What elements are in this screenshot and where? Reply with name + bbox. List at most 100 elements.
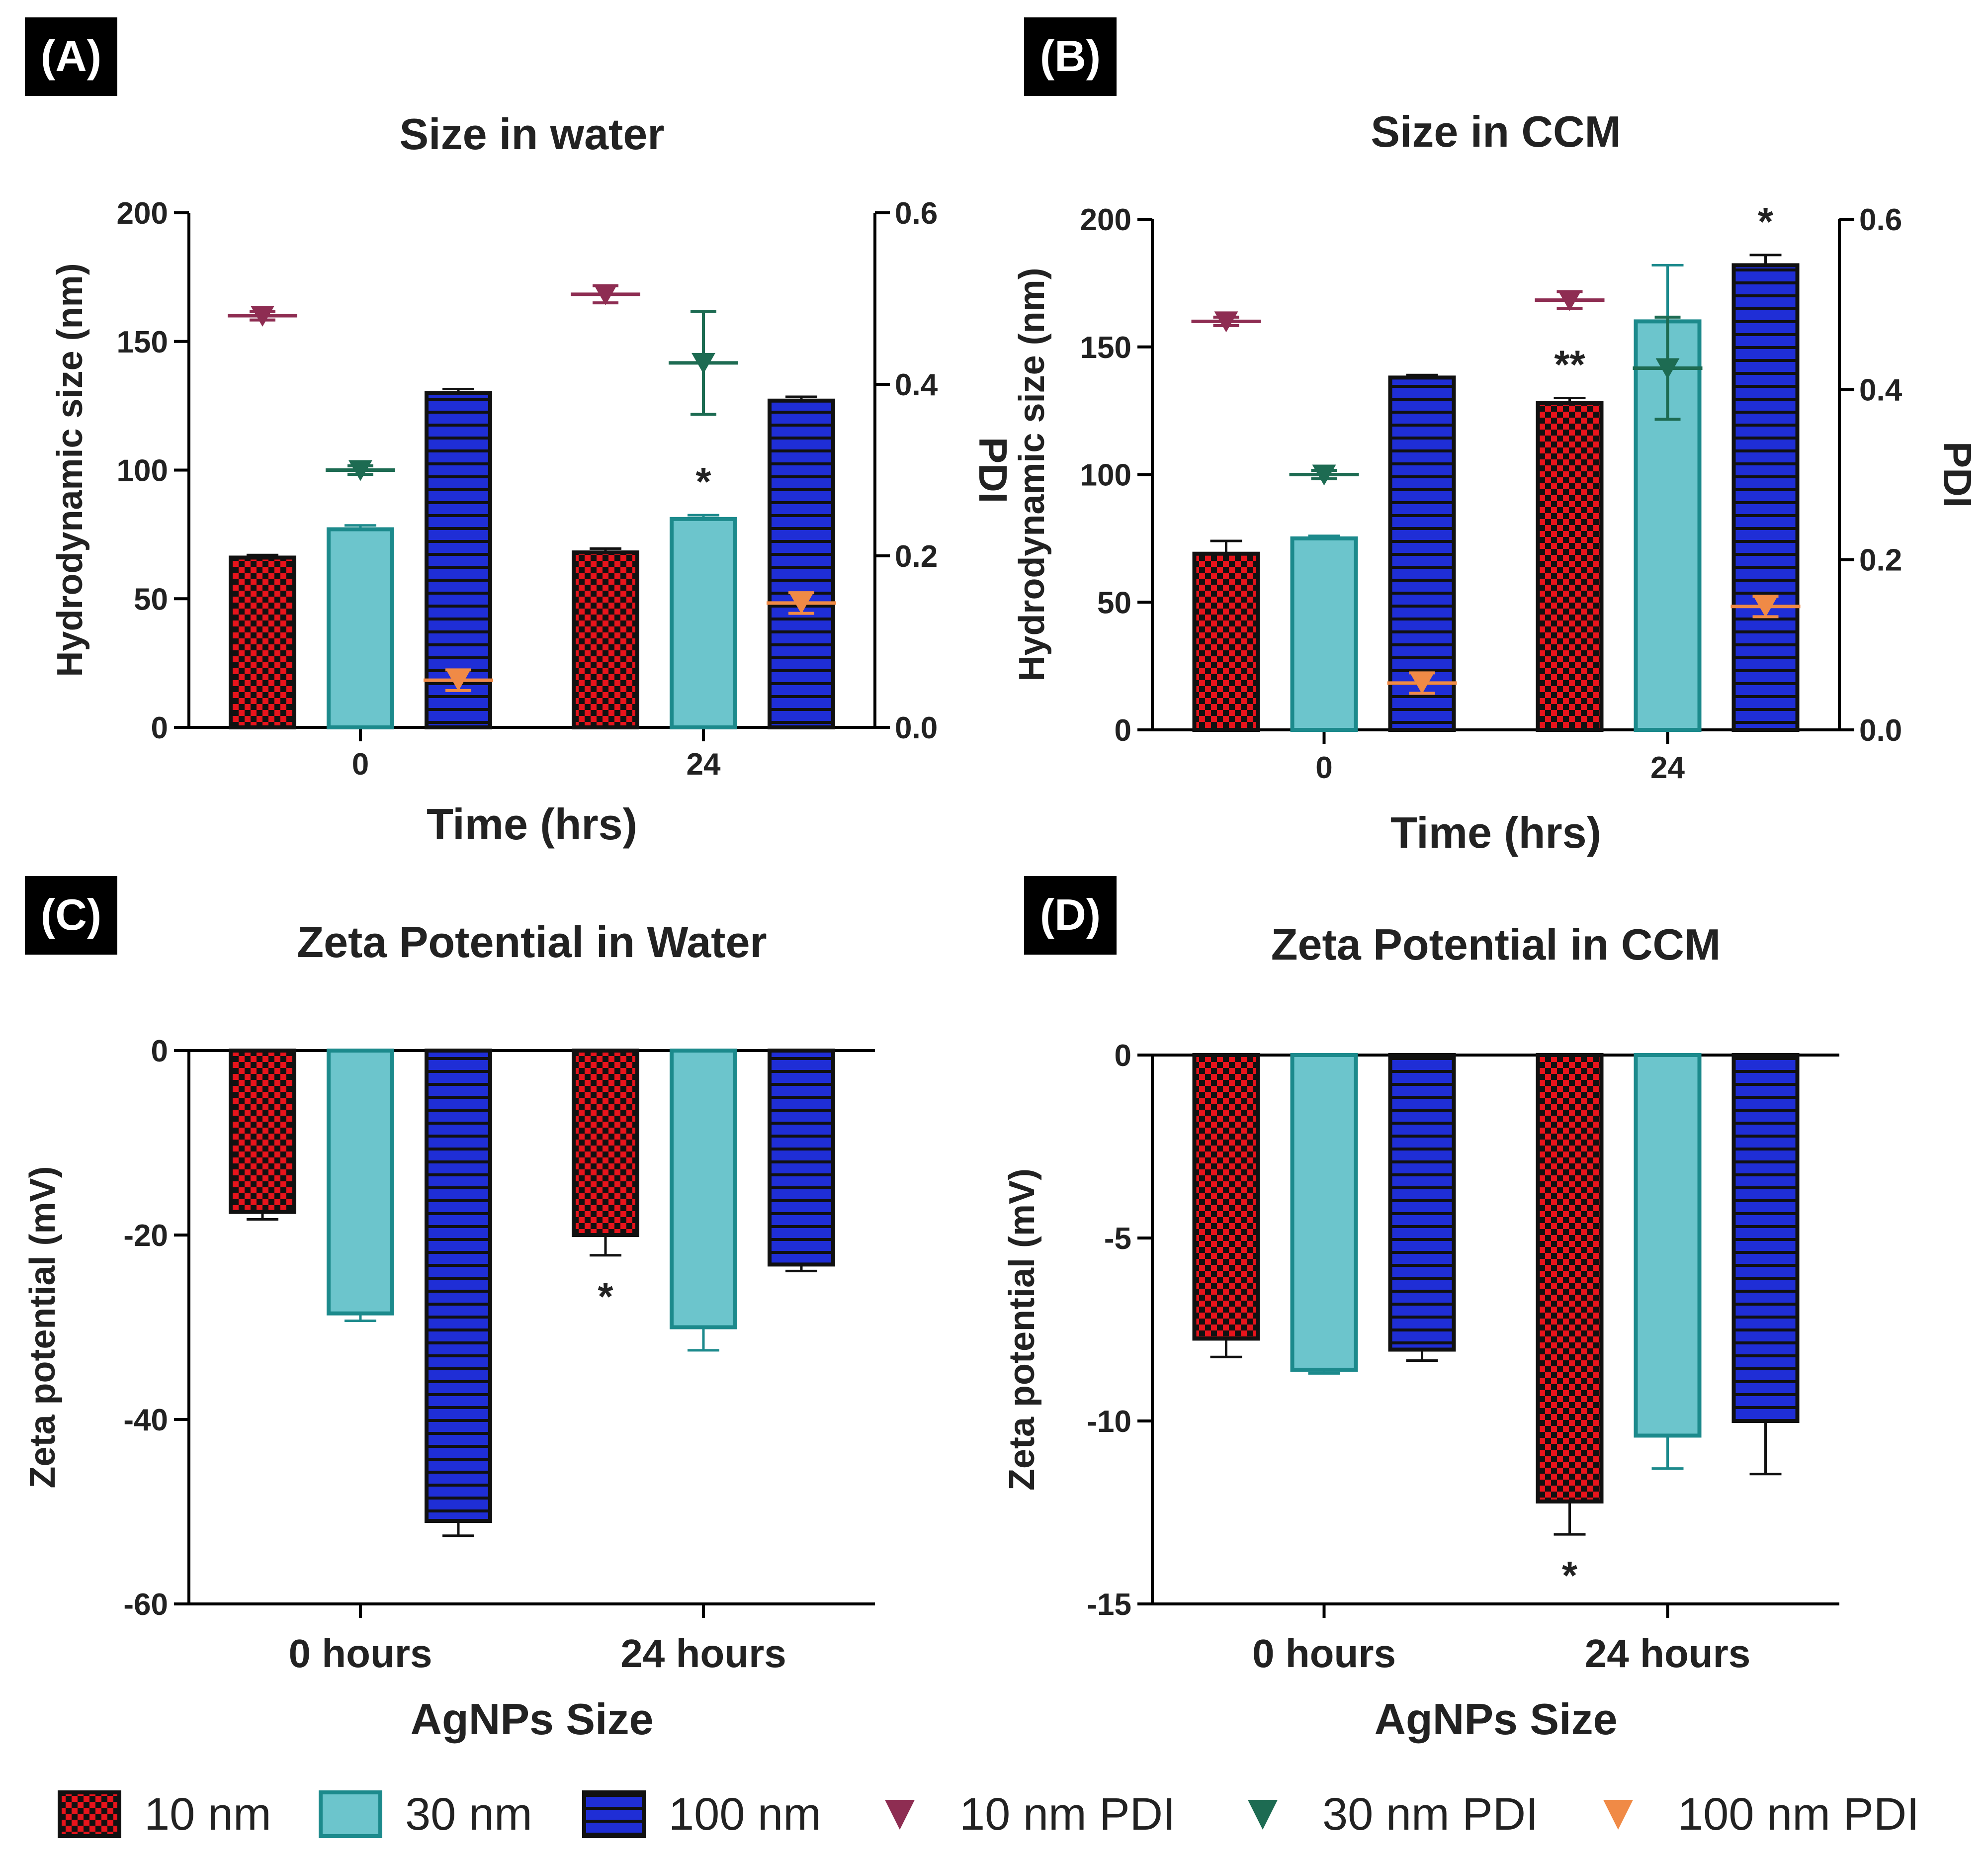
panel-label-box [25,876,117,955]
x-tick-label: 0 hours [289,1631,432,1676]
y-tick-label: -60 [123,1588,168,1622]
x-tick-label: 24 hours [620,1631,786,1676]
significance-mark: ** [1554,342,1585,386]
panel-label: (D) [1040,890,1101,939]
y2-tick-label: 0.2 [895,539,938,574]
panel-label: (C) [41,890,101,939]
bar-30nm [1634,1053,1702,1438]
significance-mark: * [1562,1553,1578,1597]
chart-title: Zeta Potential in CCM [1271,920,1721,969]
legend-label-p30: 30 nm PDI [1322,1789,1539,1840]
x-axis-label: Time (hrs) [1390,808,1601,857]
y2-tick-label: 0.6 [1859,203,1902,237]
pdi-marker [691,353,715,374]
y2-axis-label: PDI [1935,442,1980,508]
y2-axis-label: PDI [971,437,1015,503]
y2-tick-label: 0.4 [1859,373,1902,407]
panel-label-box [1024,876,1117,955]
y2-tick-label: 0.0 [1859,713,1902,748]
x-tick-label: 24 hours [1585,1631,1750,1676]
significance-mark: * [695,459,711,504]
bar-10nm [1192,1053,1260,1341]
x-tick-label: 0 [352,747,369,782]
y2-tick-label: 0.6 [895,196,938,231]
pdi-marker [1753,596,1778,618]
y-tick-label: 150 [117,325,168,359]
y-tick-label: 100 [1080,458,1131,493]
panel-b: (B) Size in CCM 0 50 100 150 200 Hydrodynamic s… [1012,17,1980,857]
bar-10nm [1536,1053,1604,1504]
pdi-marker [348,460,372,481]
legend: 10 nm 30 nm 100 nm 10 nm PDI 30 nm PDI 100 nm… [58,1789,1919,1840]
y-tick-label: 0 [151,1034,168,1068]
pdi-marker [594,284,617,305]
panel-d: (D) Zeta Potential in CCM 0 -5 -10 -15 Zeta po… [1002,876,1839,1744]
y-axis-label: Zeta potential (mV) [1002,1168,1042,1491]
bar-30nm [1290,1053,1358,1372]
y2-tick-label: 0.0 [895,711,938,745]
pdi-marker [446,670,470,692]
y-tick-label: -40 [123,1403,168,1437]
chart-title: Size in CCM [1371,107,1621,156]
bar-10nm [229,555,296,729]
legend-label-n30: 30 nm [405,1789,532,1840]
legend-label-n100: 100 nm [669,1789,821,1840]
pdi-marker [1557,290,1582,311]
bar-30nm [327,1049,394,1316]
bar-100nm [1388,375,1456,732]
y-tick-label: -20 [123,1219,168,1253]
panel-c: (C) Zeta Potential in Water 0 -20 -40 -60 Zeta… [23,876,875,1744]
y-tick-label: 50 [1097,586,1131,620]
pdi-marker [1214,311,1238,333]
y-tick-label: 0 [1115,1039,1131,1073]
bar-100nm [1731,1053,1800,1423]
panel-label-box [1024,17,1117,96]
y-tick-label: 0 [1115,713,1131,748]
legend-label-p10: 10 nm PDI [959,1789,1176,1840]
panel-label: (B) [1040,31,1101,81]
bar-30nm [327,527,394,730]
y-tick-label: -10 [1087,1405,1131,1439]
bar-100nm [425,1049,492,1523]
y-tick-label: 0 [151,711,168,745]
significance-mark: * [598,1274,613,1319]
legend-label-n10: 10 nm [144,1789,271,1840]
bar-10nm [1536,401,1604,732]
bar-30nm [670,1049,737,1329]
bar-10nm [1192,551,1260,732]
pdi-marker [1312,464,1336,486]
y2-tick-label: 0.2 [1859,543,1902,578]
x-axis-label: AgNPs Size [410,1694,653,1744]
y-tick-label: -15 [1087,1588,1131,1622]
pdi-marker [1655,358,1680,379]
pdi-marker [251,306,274,327]
y-tick-label: 50 [134,582,168,617]
legend-swatch-n10 [58,1790,121,1838]
chart-title: Size in water [399,109,664,159]
pdi-marker [1410,673,1434,694]
y-axis-label: Hydrodynamic size (nm) [1012,267,1052,681]
x-tick-label: 24 [687,747,721,782]
legend-marker-p100 [1603,1800,1633,1830]
significance-mark: * [1758,199,1774,244]
y-tick-label: 150 [1080,331,1131,365]
legend-marker-p10 [885,1800,915,1830]
panel-a: (A) Size in water 0 50 100 150 200 Hydrodynamic… [25,17,1015,849]
legend-swatch-n30 [319,1790,382,1838]
legend-marker-p30 [1248,1800,1278,1830]
legend-label-p100: 100 nm PDI [1678,1789,1919,1840]
x-axis-label: Time (hrs) [427,799,637,849]
y-tick-label: 200 [117,196,168,231]
bar-100nm [768,1049,835,1267]
panel-label-box [25,17,117,96]
bar-10nm [229,1049,296,1214]
pdi-marker [789,593,813,614]
bar-100nm [768,398,835,729]
x-tick-label: 24 [1650,751,1685,785]
bar-10nm [572,1049,639,1237]
y-axis-label: Hydrodynamic size (nm) [50,263,90,677]
panel-label: (A) [41,31,101,81]
y-tick-label: 200 [1080,203,1131,237]
x-axis-label: AgNPs Size [1374,1694,1617,1744]
y2-tick-label: 0.4 [895,368,938,402]
